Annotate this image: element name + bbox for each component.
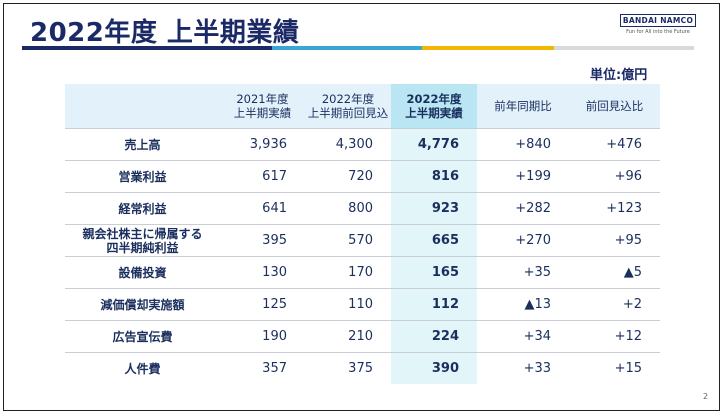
cell-2022-forecast: 570 <box>305 224 391 257</box>
cell-yoy: ▲13 <box>477 288 569 321</box>
cell-2022-actual: 390 <box>391 352 477 384</box>
cell-2021-actual: 641 <box>220 192 305 225</box>
cell-vs-forecast: +2 <box>569 288 660 321</box>
cell-2022-actual: 816 <box>391 160 477 193</box>
table-row: 減価償却実施額 125 110 112 ▲13 +2 <box>65 288 660 321</box>
cell-vs-forecast: +95 <box>569 224 660 257</box>
logo-wordmark: BANDAI NAMCO <box>620 14 696 27</box>
table-row: 売上高 3,936 4,300 4,776 +840 +476 <box>65 128 660 161</box>
cell-2021-actual: 3,936 <box>220 128 305 161</box>
table-header-row: 2021年度 上半期実績 2022年度 上半期前回見込 2022年度 上半期実績 前年同期比… <box>65 84 660 129</box>
cell-2022-forecast: 800 <box>305 192 391 225</box>
cell-2022-forecast: 210 <box>305 320 391 353</box>
row-label: 経常利益 <box>65 192 220 225</box>
cell-2022-forecast: 720 <box>305 160 391 193</box>
stripe-segment-gray <box>554 46 694 50</box>
cell-yoy: +33 <box>523 361 551 376</box>
table-body: 売上高 3,936 4,300 4,776 +840 +476 営業利益 617 720 816 +… <box>65 128 660 384</box>
stripe-segment-navy <box>22 46 272 50</box>
header-blank <box>65 84 220 129</box>
unit-label: 単位:億円 <box>590 68 648 83</box>
cell-vs-forecast: +96 <box>569 160 660 193</box>
cell-2022-forecast: 4,300 <box>305 128 391 161</box>
row-label: 減価償却実施額 <box>65 288 220 321</box>
row-label: 売上高 <box>65 128 220 161</box>
title-underline-stripe <box>22 46 694 50</box>
slide-frame <box>3 3 720 411</box>
cell-2021-actual: 357 <box>262 361 287 376</box>
header-2022-h1-forecast: 2022年度 上半期前回見込 <box>305 84 391 129</box>
results-table: 2021年度 上半期実績 2022年度 上半期前回見込 2022年度 上半期実績 前年同期比… <box>65 84 660 384</box>
cell-2022-actual: 923 <box>391 192 477 225</box>
logo-tagline: Fun for All into the Future <box>626 29 690 35</box>
page-number: 2 <box>703 392 709 401</box>
cell-2021-actual: 190 <box>220 320 305 353</box>
table-row: 営業利益 617 720 816 +199 +96 <box>65 160 660 193</box>
row-label: 設備投資 <box>65 256 220 289</box>
cell-2021-actual: 130 <box>220 256 305 289</box>
header-yoy: 前年同期比 <box>477 84 569 129</box>
row-label: 人件費 <box>124 361 161 376</box>
cell-2022-actual: 165 <box>391 256 477 289</box>
bandai-namco-logo: BANDAI NAMCO Fun for All into the Future <box>620 14 696 42</box>
cell-2022-actual: 4,776 <box>391 128 477 161</box>
table-row: 広告宣伝費 190 210 224 +34 +12 <box>65 320 660 353</box>
cell-2022-forecast: 170 <box>305 256 391 289</box>
cell-2022-actual: 224 <box>391 320 477 353</box>
cell-2022-forecast: 375 <box>348 361 373 376</box>
cell-2021-actual: 125 <box>220 288 305 321</box>
cell-2022-actual: 665 <box>391 224 477 257</box>
slide-title: 2022年度 上半期業績 <box>30 18 300 48</box>
stripe-segment-blue <box>272 46 422 50</box>
stripe-segment-yellow <box>422 46 554 50</box>
row-label: 営業利益 <box>65 160 220 193</box>
cell-2021-actual: 395 <box>220 224 305 257</box>
cell-yoy: +34 <box>477 320 569 353</box>
table-row: 経常利益 641 800 923 +282 +123 <box>65 192 660 225</box>
row-label: 広告宣伝費 <box>65 320 220 353</box>
cell-yoy: +282 <box>477 192 569 225</box>
cell-vs-forecast: ▲5 <box>569 256 660 289</box>
cell-2022-actual: 112 <box>391 288 477 321</box>
cell-yoy: +35 <box>477 256 569 289</box>
header-vs-forecast: 前回見込比 <box>569 84 660 129</box>
cell-yoy: +199 <box>477 160 569 193</box>
table-row: 設備投資 130 170 165 +35 ▲5 <box>65 256 660 289</box>
cell-2022-forecast: 110 <box>305 288 391 321</box>
row-label: 親会社株主に帰属する 四半期純利益 <box>65 224 220 257</box>
header-2021-h1-actual: 2021年度 上半期実績 <box>220 84 305 129</box>
cell-vs-forecast: +12 <box>569 320 660 353</box>
cell-yoy: +270 <box>477 224 569 257</box>
table-row: 人件費 357 375 390 +33 +15 <box>65 352 660 384</box>
cell-vs-forecast: +476 <box>569 128 660 161</box>
cell-vs-forecast: +15 <box>614 361 642 376</box>
table-row: 親会社株主に帰属する 四半期純利益 395 570 665 +270 +95 <box>65 224 660 257</box>
cell-vs-forecast: +123 <box>569 192 660 225</box>
cell-yoy: +840 <box>477 128 569 161</box>
header-2022-h1-actual: 2022年度 上半期実績 <box>391 84 477 129</box>
cell-2021-actual: 617 <box>220 160 305 193</box>
